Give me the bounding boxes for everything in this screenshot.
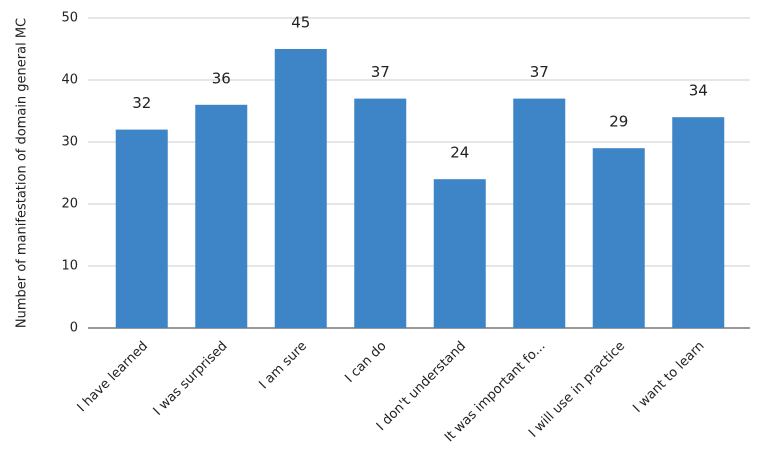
- bar: [115, 129, 168, 328]
- data-label: 36: [212, 69, 231, 87]
- data-label: 34: [689, 82, 708, 100]
- data-label: 29: [609, 113, 628, 131]
- data-label: 45: [291, 14, 310, 32]
- y-axis-label: Number of manifestation of domain genera…: [15, 18, 30, 328]
- y-tick-label: 0: [70, 321, 78, 336]
- y-tick-label: 30: [61, 135, 78, 150]
- data-label: 32: [132, 94, 151, 112]
- y-tick-label: 10: [61, 259, 78, 274]
- bar: [672, 117, 725, 328]
- x-tick-label: I don't understand: [374, 339, 469, 434]
- y-tick-label: 20: [61, 197, 78, 212]
- bar: [433, 179, 486, 328]
- bar: [354, 98, 407, 328]
- bar: [195, 104, 248, 328]
- x-tick-label: I have learned: [75, 339, 152, 416]
- y-tick-label: 50: [61, 11, 78, 26]
- x-tick-label: I want to learn: [630, 339, 707, 416]
- bar: [513, 98, 566, 328]
- y-tick-label: 40: [61, 73, 78, 88]
- x-tick-label: I was surprised: [151, 339, 231, 419]
- data-label: 37: [530, 63, 549, 81]
- bar: [274, 49, 327, 328]
- x-tick-label: I can do: [342, 339, 389, 386]
- data-label: 37: [371, 63, 390, 81]
- data-label: 24: [450, 144, 469, 162]
- bar: [592, 148, 645, 328]
- x-tick-label: I am sure: [256, 339, 310, 393]
